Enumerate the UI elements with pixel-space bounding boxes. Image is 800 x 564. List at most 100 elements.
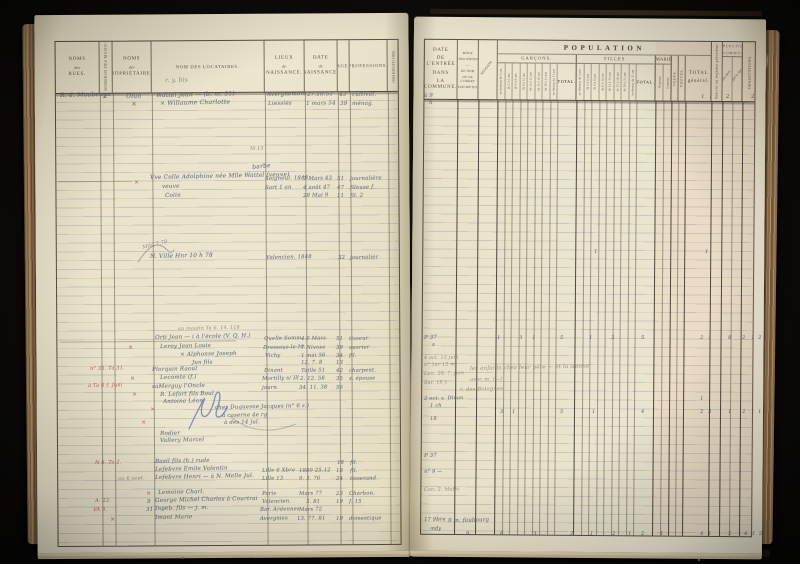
column-header-locataires-label: NOM DES LOCATAIRES. (175, 63, 240, 69)
column-rule (349, 92, 354, 545)
column-rule (668, 101, 673, 536)
veuves-label: VEUVES. (679, 68, 684, 88)
column-header-proprietaires: NOMS des PROPRIÉTAIRES. (112, 41, 152, 93)
maries-femmes-col: Femmes. (663, 64, 672, 101)
right-table-body (421, 99, 755, 537)
column-rule (539, 100, 544, 535)
column-header-lieux-naissance-line: de (282, 63, 287, 69)
column-rule (660, 101, 665, 536)
column-rule (546, 100, 551, 535)
total-general-line: général. (687, 79, 710, 85)
column-header-mode-line: — (466, 62, 470, 67)
election-sub-label: Rappel p. âge. (732, 67, 743, 86)
column-header-date-entree-line: DATE (433, 47, 449, 53)
column-rule (99, 93, 104, 546)
maries-hommes-label: Hommes. (657, 75, 662, 89)
column-header-date-entree-line: DANS (432, 70, 449, 76)
book-cover-top-edge (429, 8, 763, 17)
filles-group-age-label: de 18 à 21 ans (622, 72, 627, 92)
register-left-page: NOMS des RUES. NUMÉROS DES MAISONS. NOMS des P… (34, 12, 412, 554)
column-header-professions-label: PROFESSIONS. (349, 62, 388, 68)
column-header-date-entree-line: DE L'ENTRÉE (426, 55, 456, 68)
column-header-mode-line: D'INSCRIPTION. (457, 84, 479, 89)
column-rule (337, 92, 342, 545)
filles-group-columns: au-dessous de 3 ans de 3 à 6 ans de 6 à 9 … (576, 63, 656, 101)
column-header-date-naissance-line: de (318, 63, 323, 69)
column-header-observations: OBSERVATIONS. (388, 40, 400, 91)
maries-columns: Hommes. Femmes. (655, 64, 672, 101)
column-rule (475, 100, 480, 535)
column-rule (603, 101, 608, 536)
column-rule (531, 100, 536, 535)
column-header-mode: MODE D'INSCRIPTION — DU NOM OU DE L'ORDRE D'I… (457, 39, 479, 100)
column-header-professions: PROFESSIONS. (349, 39, 388, 92)
election-columns: Listes élect. Rappel p. âge. (722, 57, 743, 102)
column-header-religion-label: RELIGION. (479, 59, 493, 76)
left-table-header: NOMS des RUES. NUMÉROS DES MAISONS. NOMS des P… (55, 39, 400, 95)
garcons-group-age-label: de 9 à 12 ans (521, 72, 526, 90)
column-header-proprietaires-line: des (128, 64, 135, 70)
garcons-group: GARÇONS. au-dessous de 3 ans de 3 à 6 ans d… (497, 53, 577, 100)
garcons-group-total-label: TOTAL. (557, 79, 576, 85)
filles-group: FILLES. au-dessous de 3 ans de 3 à 6 ans de… (576, 54, 656, 101)
decharges-column-label: OBSERVATIONS. (747, 54, 752, 89)
filles-group-total-label: TOTAL. (636, 79, 655, 85)
column-header-religion: RELIGION. (478, 40, 498, 100)
filles-group-age-label: au-dessus de 21 ans (630, 68, 635, 96)
population-group: POPULATION GARÇONS. au-dessous de 3 ans de … (497, 40, 712, 101)
column-header-date-naissance-line: NAISSANCE. (304, 70, 338, 76)
election-sub-col: Rappel p. âge. (732, 57, 743, 102)
column-rule (610, 101, 615, 536)
garcons-group-age-label: de 6 à 9 ans (513, 73, 518, 90)
column-rule (516, 100, 521, 535)
garcons-group-age-label: de 15 à 18 ans (536, 71, 541, 91)
column-header-date-naissance-line: DATE (312, 55, 329, 61)
column-rule (580, 100, 585, 535)
garcons-group-total-col: TOTAL. (557, 63, 577, 100)
column-header-lieux-naissance-line: LIEUX (274, 55, 294, 61)
column-rule (675, 101, 680, 536)
population-subgroups: GARÇONS. au-dessous de 3 ans de 3 à 6 ans d… (497, 53, 710, 101)
garcons-group-age-label: de 3 à 6 ans (506, 73, 511, 90)
column-header-rues-line: des (74, 64, 81, 70)
dust-speck (698, 559, 700, 561)
column-rule (595, 101, 600, 536)
column-rule (708, 101, 713, 536)
column-rule (573, 100, 578, 535)
maries-hommes-col: Hommes. (655, 64, 664, 101)
decharges-column: OBSERVATIONS. (742, 42, 756, 101)
column-header-lieux-naissance: LIEUX de NAISSANCE. (264, 40, 305, 92)
filles-group-age-label: de 6 à 9 ans (592, 73, 597, 90)
left-table-body (55, 91, 401, 547)
filles-group-age-label: de 9 à 12 ans (600, 73, 605, 91)
column-header-rues-line: RUES. (68, 71, 87, 77)
column-header-age: AGE. (337, 40, 350, 92)
column-header-date-entree: DATE DE L'ENTRÉE DANS LA COMMUNE. (424, 39, 458, 99)
maries-label: MARIÉS. (655, 55, 672, 65)
garcons-group-age-label: de 18 à 21 ans (543, 71, 548, 91)
column-rule (151, 93, 156, 546)
column-rule (509, 100, 514, 535)
column-header-age-label: AGE. (337, 62, 350, 68)
column-rule (494, 100, 499, 535)
column-header-rues: NOMS des RUES. (55, 41, 100, 94)
column-rule (682, 101, 687, 536)
column-rule (304, 92, 309, 545)
garcons-group-age-label: de 12 à 15 ans (528, 71, 533, 91)
election-group: ÉLECTION COMMUNALE. Listes élect. Rappel p.… (722, 42, 743, 102)
column-rule (112, 93, 117, 546)
column-header-numeros-maisons-label: NUMÉROS DES MAISONS. (103, 43, 108, 91)
column-header-date-entree-line: LA COMMUNE. (424, 78, 458, 90)
column-header-numeros-maisons: NUMÉROS DES MAISONS. (99, 41, 113, 93)
column-rule (554, 100, 559, 535)
column-header-date-naissance: DATE de NAISSANCE. (304, 40, 338, 92)
column-header-rues-line: NOMS (68, 56, 86, 62)
column-rule (264, 92, 269, 545)
column-rule (387, 91, 392, 544)
column-rule (524, 100, 529, 535)
column-header-mode-line: D'INSCRIPTION (457, 56, 479, 61)
dust-speck (182, 557, 184, 559)
column-rule (625, 101, 630, 536)
register-right-page: DATE DE L'ENTRÉE DANS LA COMMUNE. MODE D'INSC… (409, 16, 767, 554)
